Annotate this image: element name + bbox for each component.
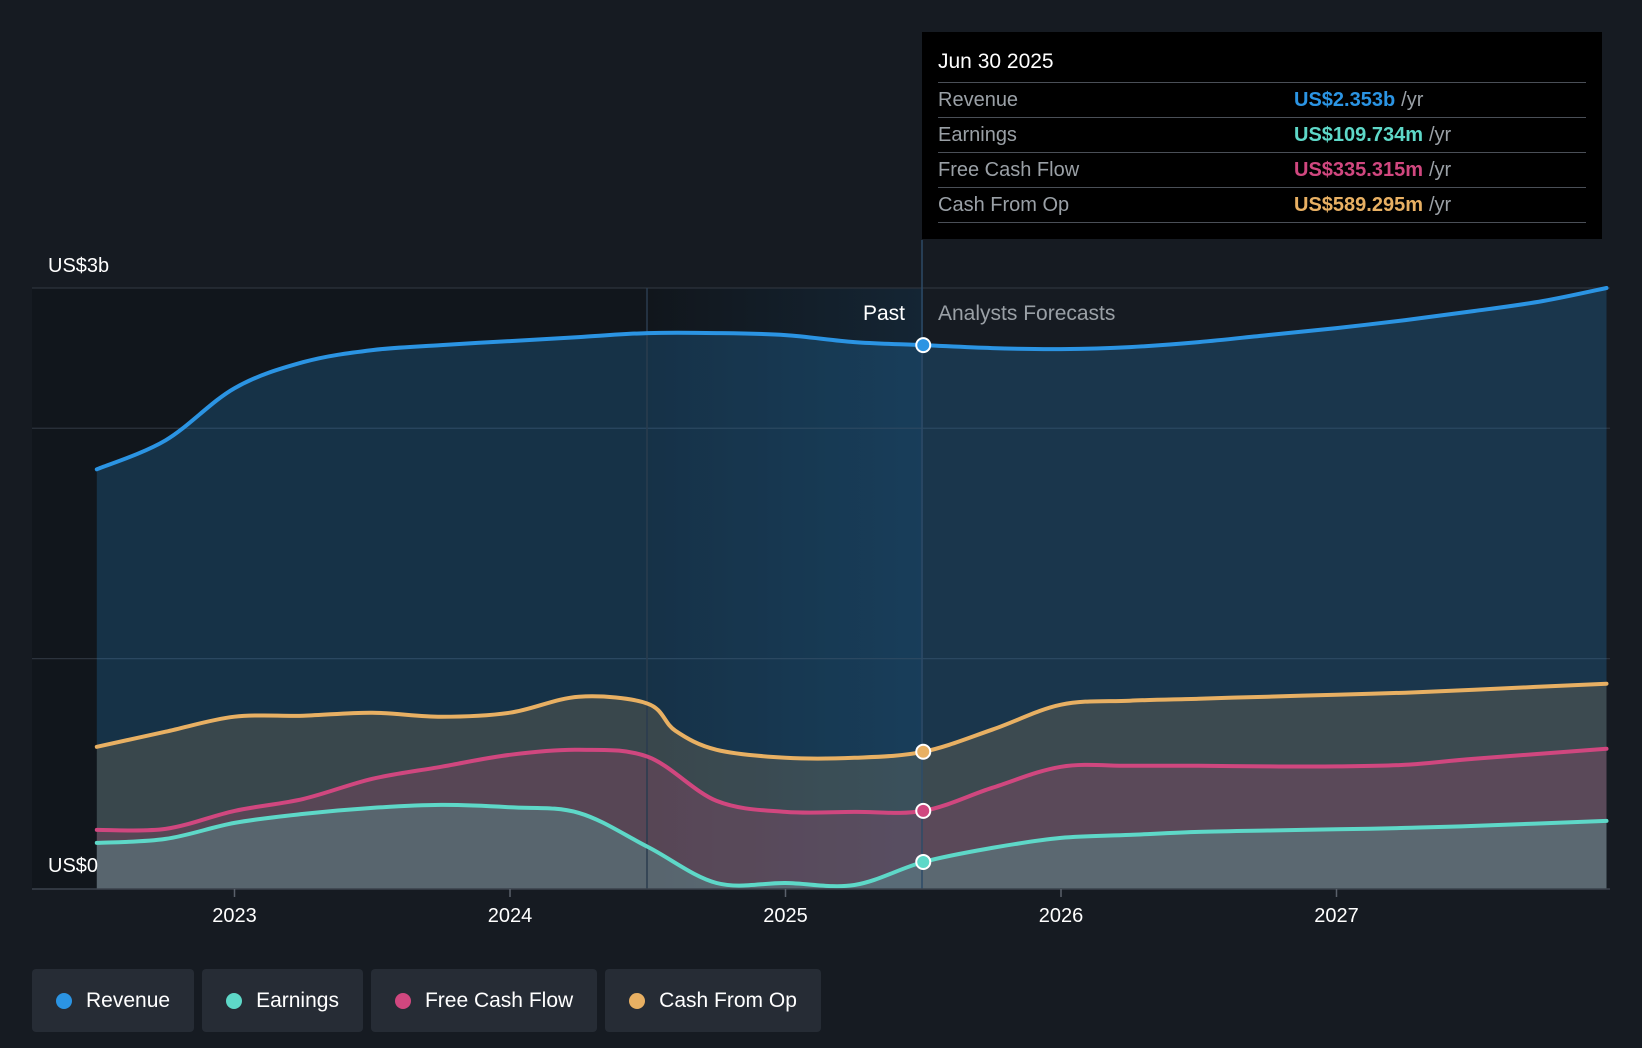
legend-item-label: Earnings — [256, 988, 339, 1012]
forecast-label: Analysts Forecasts — [938, 302, 1115, 325]
tooltip-row-value: US$109.734m — [1294, 124, 1423, 146]
free-cash-flow-marker[interactable] — [915, 802, 932, 819]
x-tick-label: 2025 — [763, 905, 808, 927]
legend-item-revenue[interactable]: Revenue — [32, 969, 195, 1032]
cash-from-op-marker[interactable] — [915, 743, 932, 760]
legend-dot-icon — [394, 992, 411, 1009]
revenue-area — [96, 288, 1607, 889]
series-areas — [96, 288, 1607, 889]
tooltip-row-unit: /yr — [1428, 124, 1452, 146]
tooltip-row-unit: /yr — [1428, 194, 1452, 216]
legend-dot-icon — [629, 992, 646, 1009]
tooltip-row-value: US$335.315m — [1294, 159, 1423, 181]
x-tick-label: 2026 — [1039, 905, 1084, 927]
tooltip-row-label: Earnings — [938, 124, 1017, 146]
tooltip-row-label: Revenue — [938, 89, 1019, 111]
tooltip-row: Revenue US$2.353b/yr — [938, 82, 1586, 117]
y-axis-top-label: US$3b — [48, 255, 109, 277]
x-axis-ticks: 2023 2024 2025 2026 2027 — [212, 889, 1359, 927]
tooltip-row-unit: /yr — [1428, 159, 1452, 181]
x-tick-label: 2024 — [488, 905, 533, 927]
legend-item-label: Free Cash Flow — [424, 988, 574, 1012]
cash-from-op-area — [96, 683, 1607, 889]
tooltip-row-value: US$2.353b — [1294, 89, 1396, 111]
highlight-markers — [915, 337, 932, 870]
earnings-area — [96, 804, 1607, 889]
earnings-line — [94, 802, 1609, 889]
tooltip-row: Earnings US$109.734m/yr — [938, 117, 1586, 152]
legend-dot-icon — [226, 992, 243, 1009]
tooltip-row-label: Cash From Op — [938, 194, 1070, 216]
gridlines — [32, 287, 1610, 660]
legend-item-label: Revenue — [86, 988, 171, 1012]
free-cash-flow-line — [94, 746, 1609, 833]
series-lines — [94, 286, 1609, 889]
tooltip-row-unit: /yr — [1401, 89, 1424, 111]
x-tick-label: 2023 — [212, 905, 257, 927]
revenue-marker[interactable] — [915, 337, 932, 354]
tooltip-panel: Jun 30 2025 Revenue US$2.353b/yr Earnings U… — [922, 32, 1602, 239]
y-axis-bottom-label: US$0 — [48, 855, 98, 877]
revenue-line — [94, 286, 1609, 472]
tooltip-row: Free Cash Flow US$335.315m/yr — [938, 152, 1586, 187]
tooltip-row-label: Free Cash Flow — [938, 159, 1080, 181]
legend: Revenue Earnings Free Cash Flow Cash From O… — [32, 969, 821, 1032]
past-label: Past — [863, 302, 905, 325]
cash-from-op-line — [94, 681, 1609, 761]
tooltip-row-value: US$589.295m — [1294, 194, 1423, 216]
x-tick-label: 2027 — [1314, 905, 1359, 927]
tooltip-row: Cash From Op US$589.295m/yr — [938, 187, 1586, 223]
legend-dot-icon — [56, 992, 72, 1009]
legend-item-earnings[interactable]: Earnings — [202, 969, 363, 1032]
tooltip-date: Jun 30 2025 — [938, 50, 1054, 73]
legend-item-label: Cash From Op — [659, 988, 797, 1012]
tooltip-rows: Revenue US$2.353b/yr Earnings US$109.734m/y… — [938, 82, 1586, 223]
free-cash-flow-area — [96, 748, 1607, 889]
legend-item-free-cash-flow[interactable]: Free Cash Flow — [370, 969, 598, 1032]
legend-item-cash-from-op[interactable]: Cash From Op — [605, 969, 821, 1032]
earnings-marker[interactable] — [915, 853, 932, 870]
